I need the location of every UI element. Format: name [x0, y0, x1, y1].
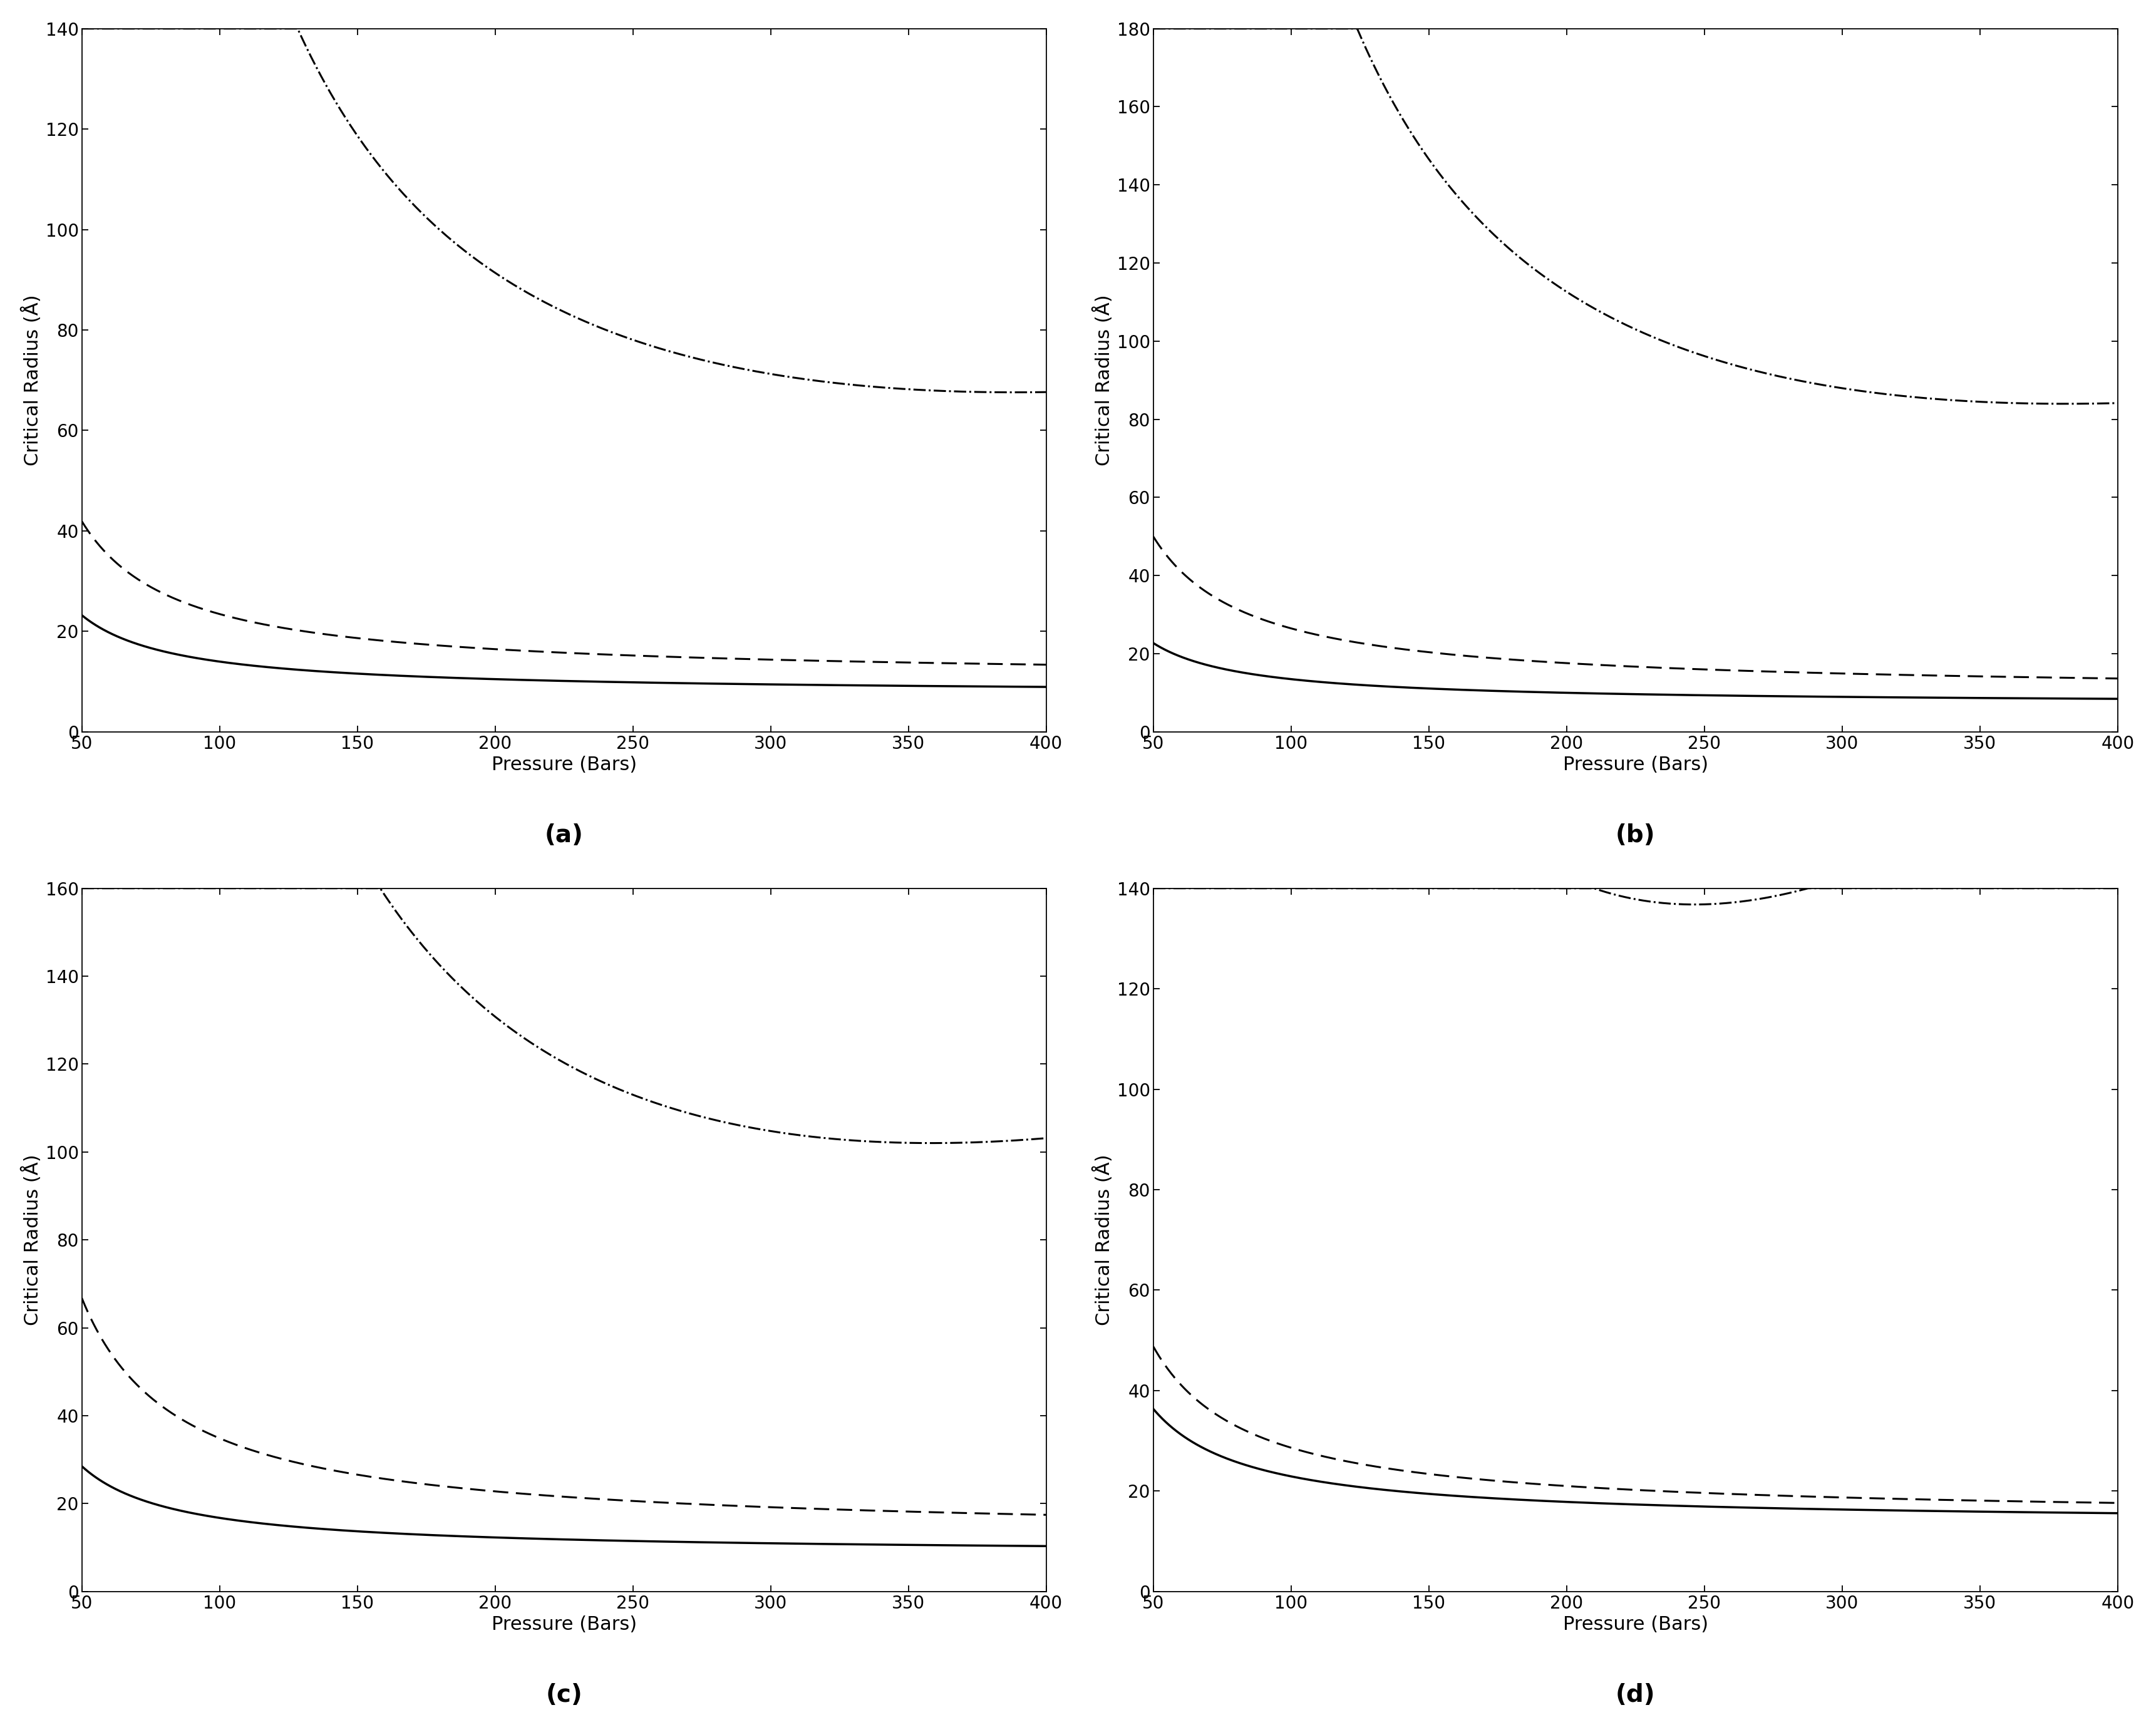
Text: (b): (b) — [1615, 823, 1656, 847]
Text: (a): (a) — [545, 823, 584, 847]
X-axis label: Pressure (Bars): Pressure (Bars) — [492, 756, 636, 773]
Y-axis label: Critical Radius (Å): Critical Radius (Å) — [1093, 1154, 1112, 1326]
Text: (d): (d) — [1615, 1682, 1656, 1706]
Y-axis label: Critical Radius (Å): Critical Radius (Å) — [22, 1154, 41, 1326]
X-axis label: Pressure (Bars): Pressure (Bars) — [1563, 1616, 1708, 1634]
Y-axis label: Critical Radius (Å): Critical Radius (Å) — [1093, 295, 1112, 466]
Y-axis label: Critical Radius (Å): Critical Radius (Å) — [22, 295, 41, 466]
X-axis label: Pressure (Bars): Pressure (Bars) — [1563, 756, 1708, 773]
X-axis label: Pressure (Bars): Pressure (Bars) — [492, 1616, 636, 1634]
Text: (c): (c) — [545, 1682, 582, 1706]
